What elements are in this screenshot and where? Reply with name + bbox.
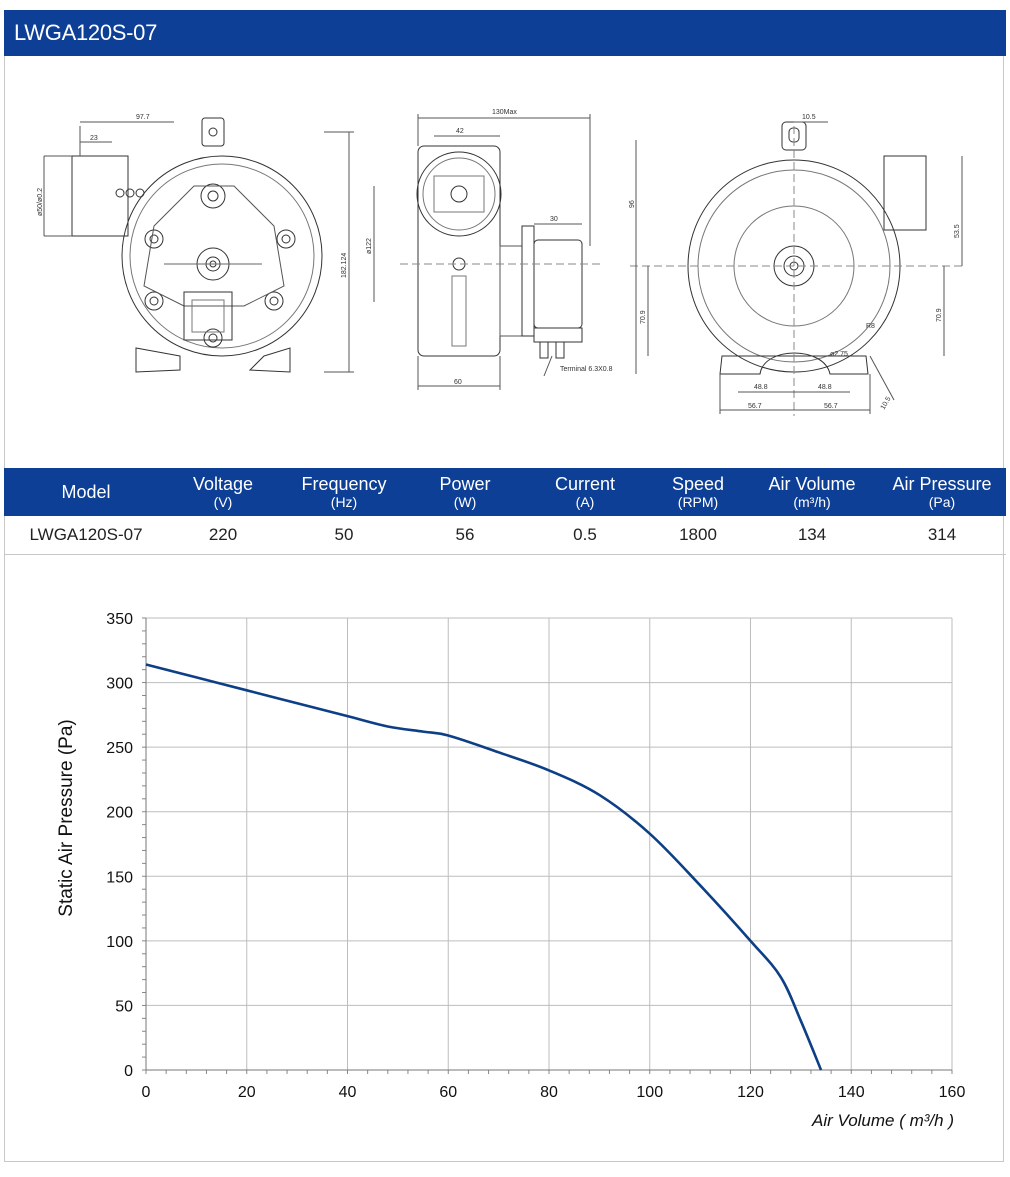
dim-profile-terminal: Terminal 6.3X0.8	[560, 366, 613, 373]
y-tick-label: 50	[115, 998, 133, 1015]
header-air-volume: Air Volume (m³/h)	[768, 474, 856, 510]
chart-curve	[145, 663, 823, 1071]
header-current: Current (A)	[554, 474, 616, 510]
dim-front-center-right: 70.9	[936, 308, 943, 322]
dim-front-height-left: 96	[629, 200, 636, 208]
dim-front-base-left: 56.7	[748, 403, 762, 410]
header-power: Power (W)	[439, 474, 491, 510]
cell-model: LWGA120S-07	[29, 525, 143, 544]
dim-front-center-left: 70.9	[640, 310, 647, 324]
x-tick-label: 140	[838, 1084, 865, 1101]
x-tick-label: 120	[737, 1084, 764, 1101]
y-tick-label: 350	[106, 611, 133, 628]
y-axis-label: Static Air Pressure (Pa)	[56, 719, 77, 916]
cell-air-pressure: 314	[927, 525, 957, 544]
cell-speed: 1800	[679, 525, 717, 544]
front-view-drawing	[630, 121, 964, 416]
performance-chart: 0 20 40 60 80 100 120 140 160 0 50 100 150 200 250 300 3…	[56, 611, 965, 1130]
dim-profile-dia: ø122	[366, 238, 373, 254]
side-view-drawing	[43, 117, 354, 373]
dim-side-outlet: ø50/ø0.2	[37, 188, 44, 216]
dim-front-tab: 10.5	[802, 114, 816, 121]
x-tick-label: 0	[142, 1084, 151, 1101]
header-voltage: Voltage (V)	[192, 474, 254, 510]
x-tick-label: 100	[636, 1084, 663, 1101]
x-tick-label: 20	[238, 1084, 256, 1101]
cell-voltage: 220	[208, 525, 238, 544]
y-tick-label: 150	[106, 869, 133, 886]
y-tick-label: 100	[106, 934, 133, 951]
dim-profile-top: 42	[456, 128, 464, 135]
dim-front-foot-left: 48.8	[754, 384, 768, 391]
technical-drawings: 97.7 23 ø50/ø0.2 182.124 130Max 42 ø122 …	[37, 109, 964, 416]
chart-axes: 0 20 40 60 80 100 120 140 160 0 50 100 150 200 250 300 3…	[106, 611, 965, 1101]
x-tick-label: 160	[939, 1084, 966, 1101]
x-tick-label: 60	[439, 1084, 457, 1101]
spec-table-header: Model Voltage (V) Frequency (Hz) Power (W) …	[4, 468, 1006, 516]
pressure-curve	[145, 663, 823, 1071]
cell-current: 0.5	[573, 525, 597, 544]
dim-front-slot: R8	[866, 323, 875, 330]
dim-front-outlet: 53.5	[954, 224, 961, 238]
x-tick-label: 40	[339, 1084, 357, 1101]
header-model: Model	[61, 482, 111, 502]
table-row: LWGA120S-07 220 50 56 0.5 1800 134 314	[4, 516, 1006, 555]
y-tick-label: 200	[106, 805, 133, 822]
dim-profile-motor: 30	[550, 216, 558, 223]
header-speed: Speed (RPM)	[671, 474, 725, 510]
profile-view-drawing	[373, 114, 604, 390]
dim-side-width: 97.7	[136, 114, 150, 121]
product-title: LWGA120S-07	[4, 10, 1006, 56]
chart-grid	[145, 617, 953, 1071]
dim-front-base-right: 56.7	[824, 403, 838, 410]
x-tick-label: 80	[540, 1084, 558, 1101]
x-axis-label: Air Volume ( m³/h )	[811, 1111, 954, 1130]
dim-front-foot-right: 48.8	[818, 384, 832, 391]
dim-side-inlet: 23	[90, 135, 98, 142]
dim-front-foot-angle: 10.5	[880, 396, 893, 411]
dim-front-hole: ø2.75	[830, 351, 848, 358]
dim-profile-total: 130Max	[492, 109, 517, 116]
header-air-pressure: Air Pressure (Pa)	[892, 474, 992, 510]
cell-power: 56	[455, 525, 475, 544]
cell-air-volume: 134	[797, 525, 827, 544]
dim-profile-bottom: 60	[454, 379, 462, 386]
cell-frequency: 50	[334, 525, 354, 544]
y-tick-label: 250	[106, 740, 133, 757]
dim-side-height: 182.124	[341, 253, 348, 278]
y-tick-label: 300	[106, 676, 133, 693]
y-tick-label: 0	[124, 1063, 133, 1080]
header-frequency: Frequency (Hz)	[301, 474, 387, 510]
